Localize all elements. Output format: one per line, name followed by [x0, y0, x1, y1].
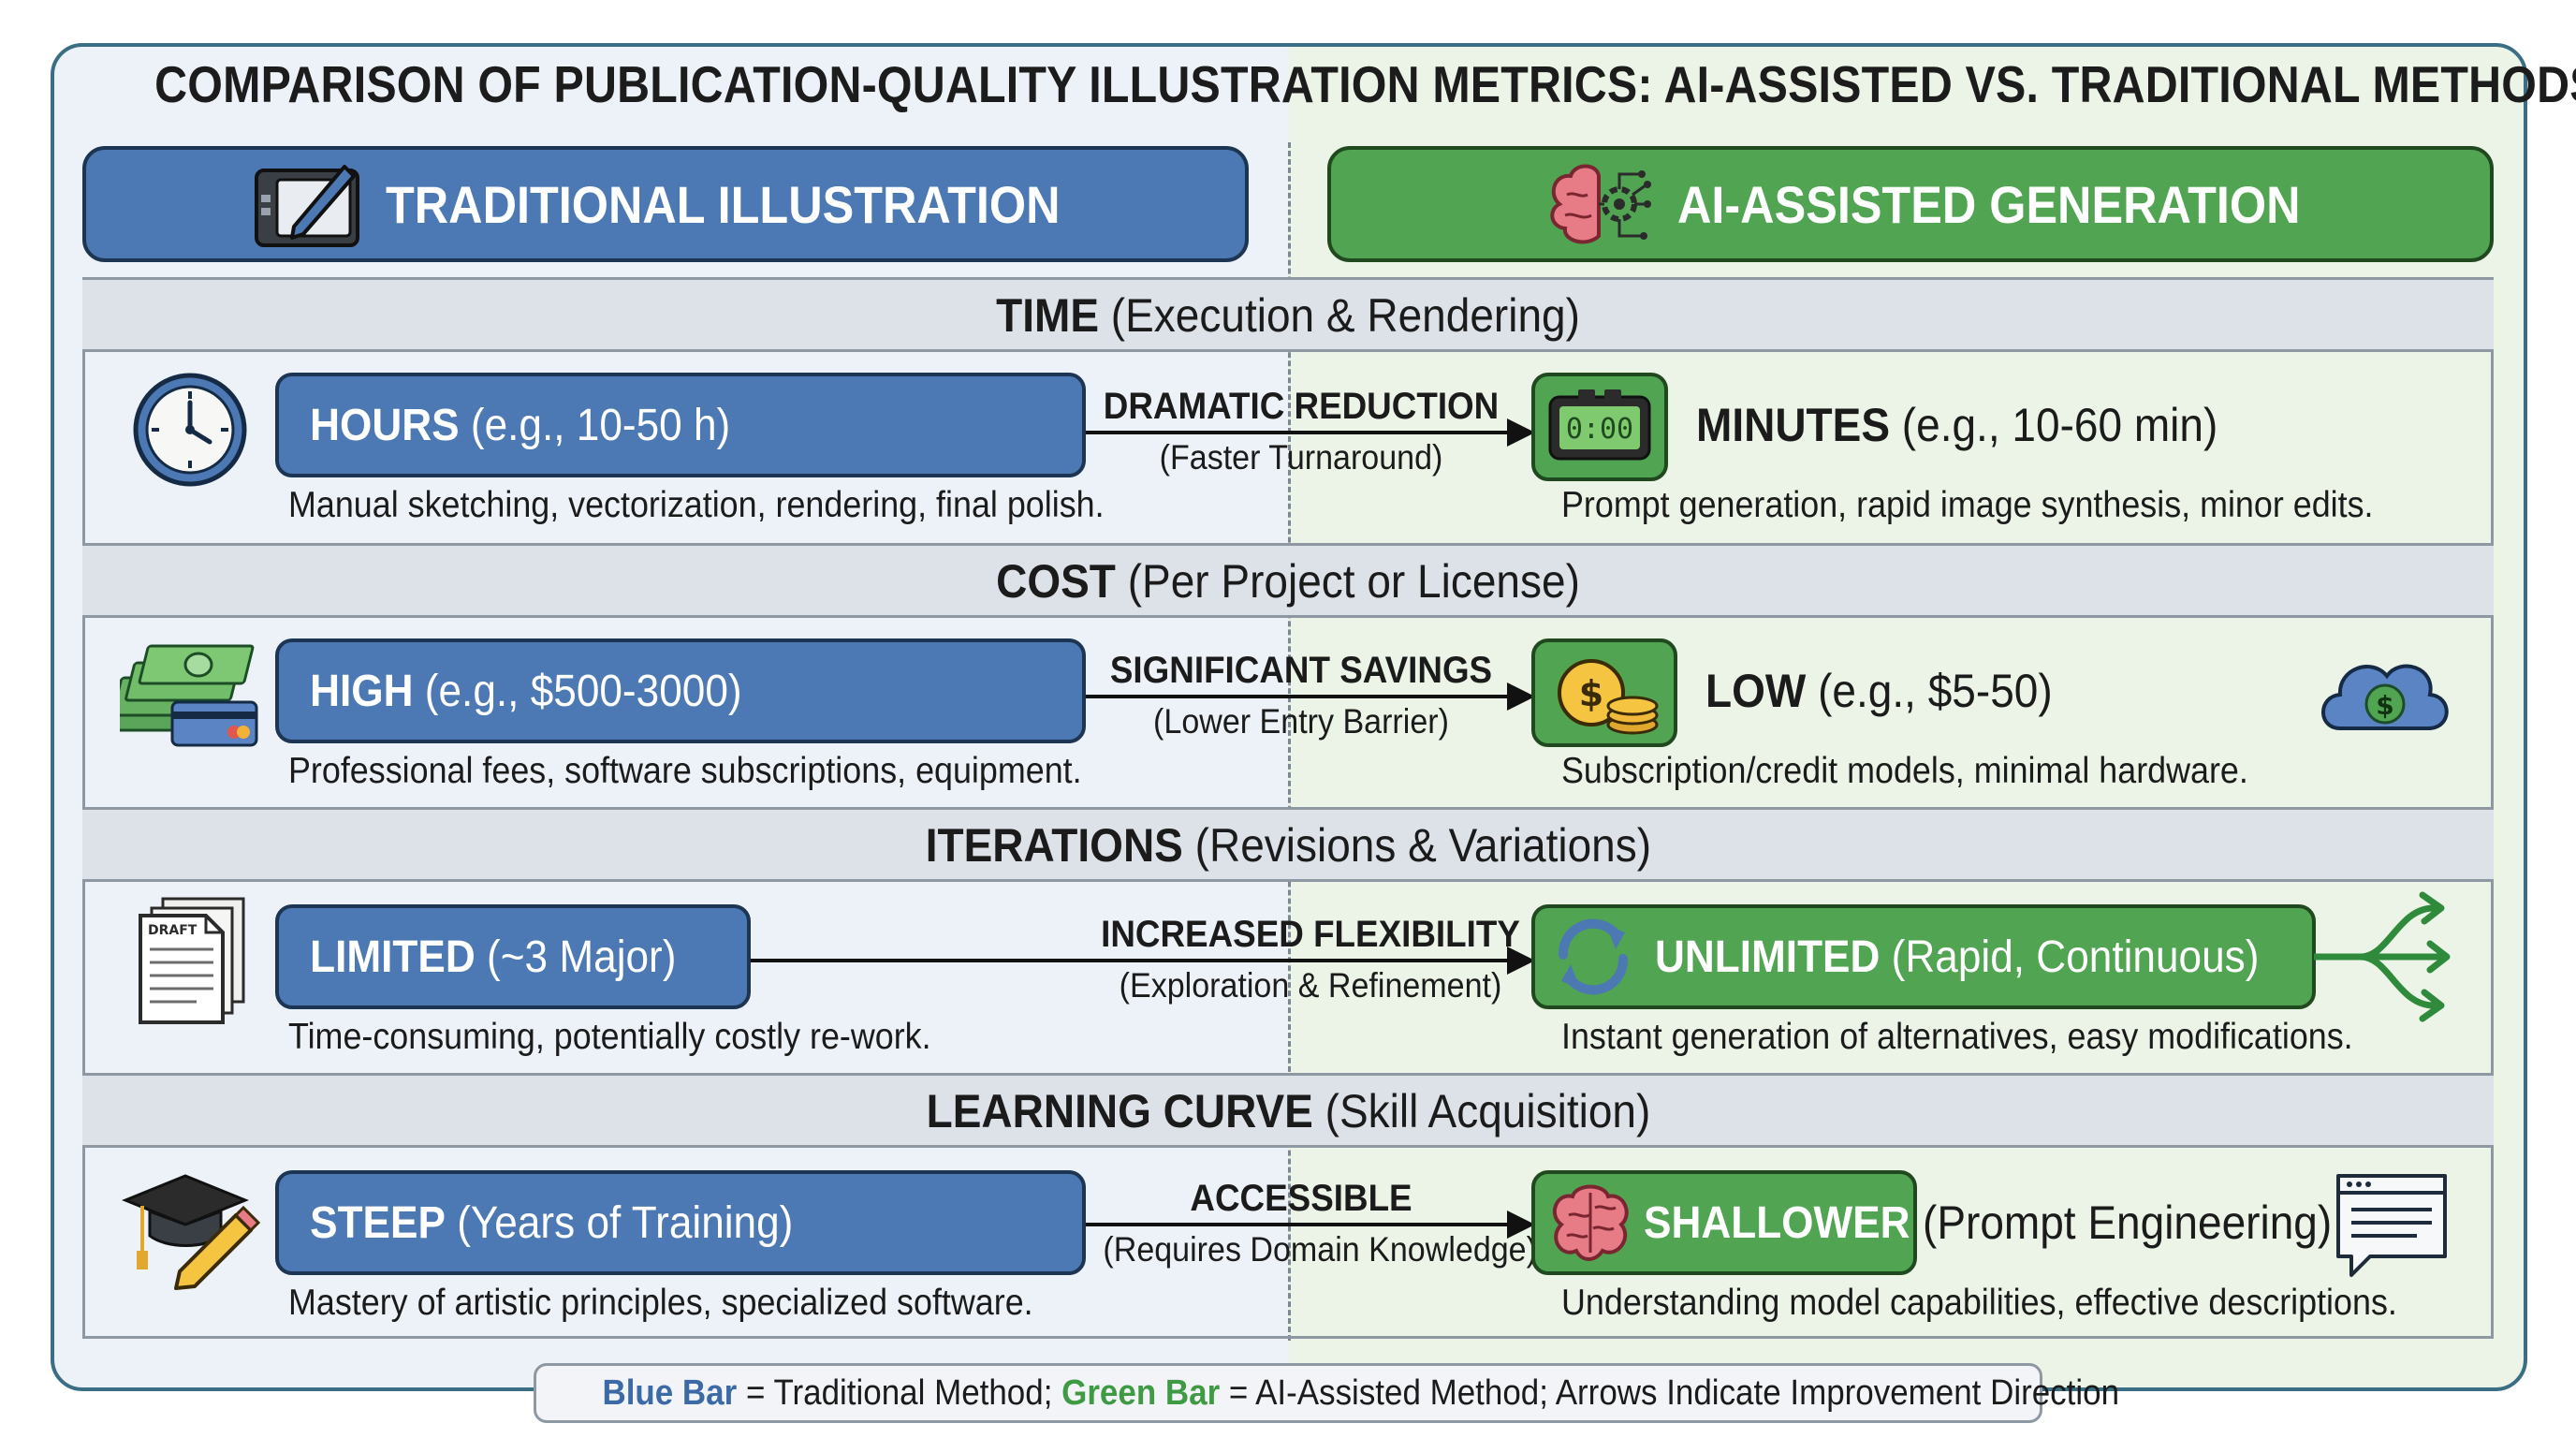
- bar-detail: (Rapid, Continuous): [1891, 932, 2260, 982]
- prompt-window-icon: [2336, 1174, 2447, 1277]
- traditional-bar-iterations: LIMITED (~3 Major): [275, 904, 751, 1009]
- brain-circuit-icon: [1550, 164, 1651, 244]
- section-header-learning-curve: LEARNING CURVE (Skill Acquisition): [82, 1073, 2494, 1148]
- money-stack-card-icon: [120, 644, 258, 747]
- bar-value: STEEP: [310, 1197, 446, 1248]
- section-header-iterations: ITERATIONS (Revisions & Variations): [82, 807, 2494, 882]
- arrow-head-icon: [1507, 682, 1535, 711]
- legend-green-term: Green Bar: [1061, 1373, 1221, 1413]
- traditional-bar-time: HOURS (e.g., 10-50 h): [275, 373, 1086, 477]
- ai-metric-learning-curve: (Prompt Engineering): [1923, 1196, 2333, 1249]
- traditional-description-iterations: Time-consuming, potentially costly re-wo…: [288, 1017, 931, 1057]
- traditional-bar-cost: HIGH (e.g., $500-3000): [275, 638, 1086, 743]
- bar-value: HIGH: [310, 666, 414, 716]
- ai-bar-iterations: UNLIMITED (Rapid, Continuous): [1531, 904, 2316, 1009]
- traditional-description-cost: Professional fees, software subscription…: [288, 751, 1082, 791]
- metric-value: LOW: [1705, 665, 1807, 717]
- draft-documents-icon: DRAFT: [139, 897, 245, 1024]
- ai-description-time: Prompt generation, rapid image synthesis…: [1561, 485, 2374, 525]
- draft-label: DRAFT: [148, 923, 198, 938]
- timer-readout: 0:00: [1566, 413, 1633, 446]
- ai-description-learning-curve: Understanding model capabilities, effect…: [1561, 1283, 2397, 1323]
- svg-text:$: $: [2376, 690, 2393, 721]
- column-divider: [1288, 142, 1291, 1341]
- cloud-dollar-icon: $: [2321, 664, 2449, 730]
- section-name: ITERATIONS: [925, 819, 1183, 872]
- connector-label-learning-curve: ACCESSIBLE: [1190, 1178, 1412, 1219]
- arrow-head-icon: [1507, 418, 1535, 447]
- section-qualifier: (Revisions & Variations): [1194, 819, 1651, 872]
- traditional-bar-learning-curve: STEEP (Years of Training): [275, 1170, 1086, 1275]
- arrow-head-icon: [1507, 1211, 1535, 1239]
- connector-arrow-line: [751, 959, 1511, 962]
- section-name: TIME: [996, 289, 1099, 342]
- traditional-description-time: Manual sketching, vectorization, renderi…: [288, 485, 1105, 525]
- section-qualifier: (Per Project or License): [1127, 555, 1580, 608]
- connector-label-cost: SIGNIFICANT SAVINGS: [1109, 650, 1493, 691]
- ai-bar-learning-curve: SHALLOWER: [1531, 1170, 1917, 1275]
- bar-value: SHALLOWER: [1644, 1197, 1910, 1248]
- traditional-column-header: TRADITIONAL ILLUSTRATION: [82, 146, 1249, 262]
- bar-value: LIMITED: [310, 932, 476, 982]
- brain-icon: [1552, 1184, 1629, 1261]
- coins-icon: $: [1558, 659, 1659, 735]
- metric-value: MINUTES: [1696, 399, 1890, 451]
- connector-label-iterations: INCREASED FLEXIBILITY: [1101, 914, 1520, 955]
- ai-description-cost: Subscription/credit models, minimal hard…: [1561, 751, 2248, 791]
- bar-detail: (~3 Major): [487, 932, 677, 982]
- bar-detail: (e.g., $500-3000): [424, 666, 742, 716]
- drawing-tablet-icon: [255, 165, 359, 247]
- legend-blue-term: Blue Bar: [602, 1373, 738, 1413]
- section-header-time: TIME (Execution & Rendering): [82, 277, 2494, 352]
- ai-column-header: AI-ASSISTED GENERATION: [1327, 146, 2494, 262]
- bar-detail: (e.g., 10-50 h): [470, 400, 731, 450]
- connector-sublabel-cost: (Lower Entry Barrier): [1153, 702, 1449, 741]
- section-qualifier: (Skill Acquisition): [1325, 1085, 1650, 1137]
- diagram-title: COMPARISON OF PUBLICATION-QUALITY ILLUST…: [154, 55, 2576, 113]
- section-name: LEARNING CURVE: [926, 1085, 1313, 1137]
- arrow-head-icon: [1507, 946, 1535, 975]
- traditional-column-label: TRADITIONAL ILLUSTRATION: [386, 174, 1061, 234]
- section-name: COST: [996, 555, 1116, 608]
- bar-detail: (Years of Training): [457, 1197, 794, 1248]
- legend-green-text: = AI-Assisted Method; Arrows Indicate Im…: [1220, 1373, 2120, 1413]
- connector-arrow-line: [1086, 431, 1511, 434]
- section-header-cost: COST (Per Project or License): [82, 543, 2494, 618]
- bar-value: UNLIMITED: [1655, 932, 1881, 982]
- refresh-cycle-icon: [1558, 918, 1629, 995]
- metric-detail: (e.g., 10-60 min): [1901, 399, 2218, 451]
- connector-arrow-line: [1086, 695, 1511, 698]
- connector-label-time: DRAMATIC REDUCTION: [1103, 386, 1500, 427]
- traditional-description-learning-curve: Mastery of artistic principles, speciali…: [288, 1283, 1033, 1323]
- digital-timer-icon: 0:00: [1548, 389, 1651, 461]
- section-qualifier: (Execution & Rendering): [1110, 289, 1580, 342]
- clock-icon: [133, 373, 247, 487]
- ai-metric-time: MINUTES (e.g., 10-60 min): [1696, 398, 2217, 452]
- bar-value: HOURS: [310, 400, 460, 450]
- branching-arrows-icon: [2314, 891, 2451, 1022]
- legend-blue-text: = Traditional Method;: [737, 1373, 1062, 1413]
- ai-description-iterations: Instant generation of alternatives, easy…: [1561, 1017, 2353, 1057]
- connector-sublabel-learning-curve: (Requires Domain Knowledge): [1103, 1230, 1537, 1269]
- connector-sublabel-iterations: (Exploration & Refinement): [1119, 966, 1502, 1005]
- ai-metric-cost: LOW (e.g., $5-50): [1705, 664, 2053, 718]
- ai-icon-box-time: 0:00: [1531, 373, 1668, 481]
- metric-detail: (e.g., $5-50): [1818, 665, 2053, 717]
- ai-column-label: AI-ASSISTED GENERATION: [1677, 174, 2301, 234]
- ai-icon-box-cost: $: [1531, 638, 1677, 747]
- connector-sublabel-time: (Faster Turnaround): [1159, 438, 1443, 477]
- svg-text:$: $: [1579, 673, 1603, 714]
- connector-arrow-line: [1086, 1223, 1511, 1226]
- legend: Blue Bar = Traditional Method; Green Bar…: [534, 1363, 2119, 1423]
- graduation-cap-pencil-icon: [122, 1174, 260, 1290]
